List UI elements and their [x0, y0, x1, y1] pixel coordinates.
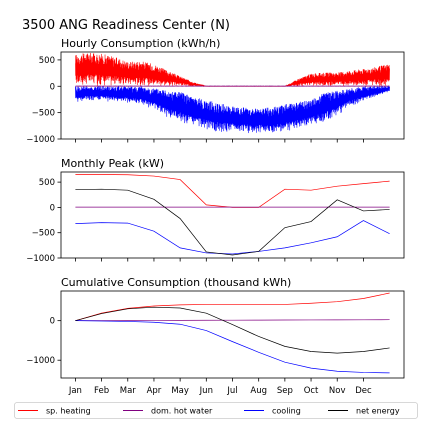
series-net-energy — [75, 306, 390, 354]
series-cooling — [75, 320, 390, 374]
y-tick-label: 500 — [39, 56, 55, 66]
legend: sp. heating dom. hot water cooling net ener… — [14, 402, 418, 419]
panel-1: Hourly Consumption (kWh/h) 500 0 −500 −1000 — [26, 37, 405, 145]
legend-label: net energy — [356, 407, 400, 416]
panel-2: Monthly Peak (kW) 500 0 −500 −1000 — [26, 157, 405, 264]
panel-frame — [60, 290, 405, 379]
plot-area — [75, 292, 390, 374]
y-tick-label: −1000 — [26, 254, 55, 264]
panels: Hourly Consumption (kWh/h)5000−500−1000M… — [26, 37, 405, 396]
series-sp-heating — [75, 174, 390, 208]
panel-frame — [60, 171, 405, 259]
y-tick-label: −1000 — [26, 356, 55, 366]
x-tick-label: Sep — [277, 386, 293, 396]
x-tick-label: Nov — [329, 386, 346, 396]
series-cooling — [75, 220, 390, 255]
panel-title: Cumulative Consumption (thousand kWh) — [61, 276, 291, 289]
plot-area — [75, 53, 390, 134]
x-tick-label: Jul — [226, 386, 237, 396]
y-tick-label: 500 — [39, 178, 55, 188]
series-dom-hot-water — [75, 319, 390, 322]
x-tick-label: Apr — [147, 386, 162, 396]
x-tick-label: Dec — [355, 386, 372, 396]
legend-label: cooling — [272, 407, 301, 416]
series-sp-heating — [75, 53, 390, 88]
x-tick-label: Mar — [120, 386, 137, 396]
y-tick-label: 0 — [50, 82, 55, 92]
x-tick-label: Jan — [68, 386, 82, 396]
y-tick-label: −500 — [32, 109, 55, 119]
y-tick-label: −500 — [32, 229, 55, 239]
panel-3: Cumulative Consumption (thousand kWh) 0 −1… — [26, 276, 405, 382]
y-tick-label: 0 — [50, 203, 55, 213]
x-tick-label: Aug — [250, 386, 267, 396]
figure-title: 3500 ANG Readiness Center (N) — [22, 18, 230, 33]
legend-label: sp. heating — [46, 407, 91, 416]
x-tick-label: Oct — [304, 386, 319, 396]
y-tick-label: −1000 — [26, 135, 55, 145]
plot-area — [75, 174, 390, 256]
legend-label: dom. hot water — [151, 407, 213, 416]
x-tick-label: May — [171, 386, 189, 396]
y-tick-label: 0 — [50, 317, 55, 327]
series-sp-heating — [75, 292, 390, 321]
x-tick-label: Jun — [199, 386, 213, 396]
panel-frame — [60, 51, 405, 140]
panel-title: Monthly Peak (kW) — [61, 157, 164, 170]
legend-frame — [14, 402, 418, 419]
panel-title: Hourly Consumption (kWh/h) — [61, 37, 220, 50]
x-tick-label: Feb — [94, 386, 109, 396]
series-net-energy — [75, 188, 390, 256]
series-cooling — [75, 86, 390, 134]
